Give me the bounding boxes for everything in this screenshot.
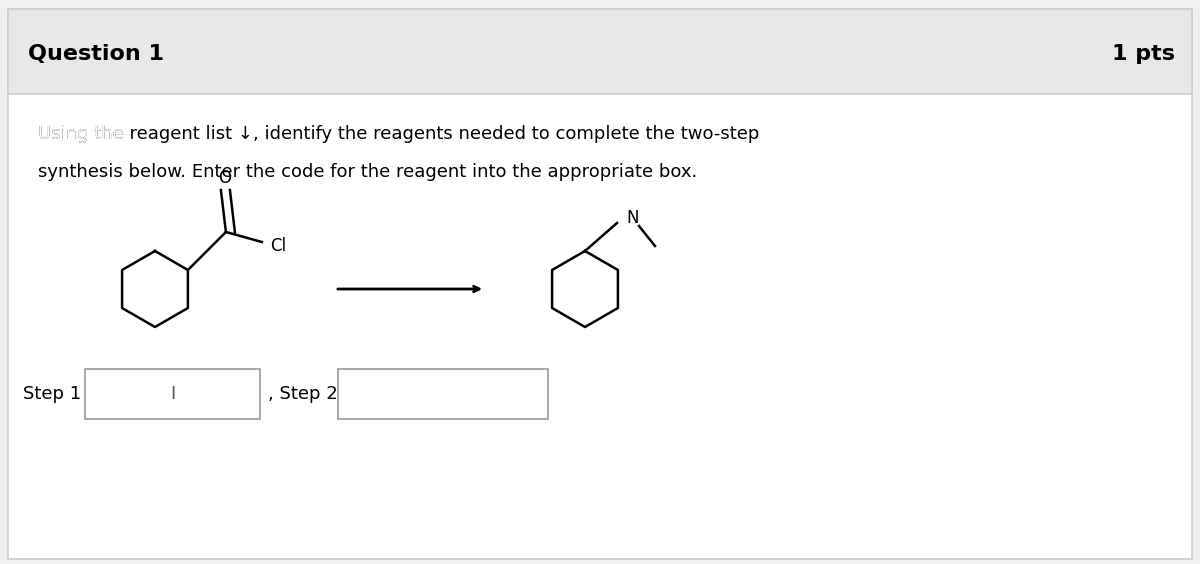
Text: N: N [626, 209, 640, 227]
Text: O: O [218, 169, 232, 187]
Text: Using the reagent list ↓, identify the reagents needed to complete the two-step: Using the reagent list ↓, identify the r… [38, 125, 760, 143]
Text: 1 pts: 1 pts [1112, 44, 1175, 64]
Bar [338, 369, 548, 419]
Text: Step 1: Step 1 [23, 385, 82, 403]
Text: I: I [170, 385, 175, 403]
Bar [85, 369, 260, 419]
Bar [8, 9, 1192, 94]
Text: Using the: Using the [38, 125, 130, 143]
Text: , Step 2: , Step 2 [268, 385, 337, 403]
Text: Cl: Cl [270, 237, 286, 255]
Text: Question 1: Question 1 [28, 44, 164, 64]
Text: synthesis below. Enter the code for the reagent into the appropriate box.: synthesis below. Enter the code for the … [38, 163, 697, 181]
